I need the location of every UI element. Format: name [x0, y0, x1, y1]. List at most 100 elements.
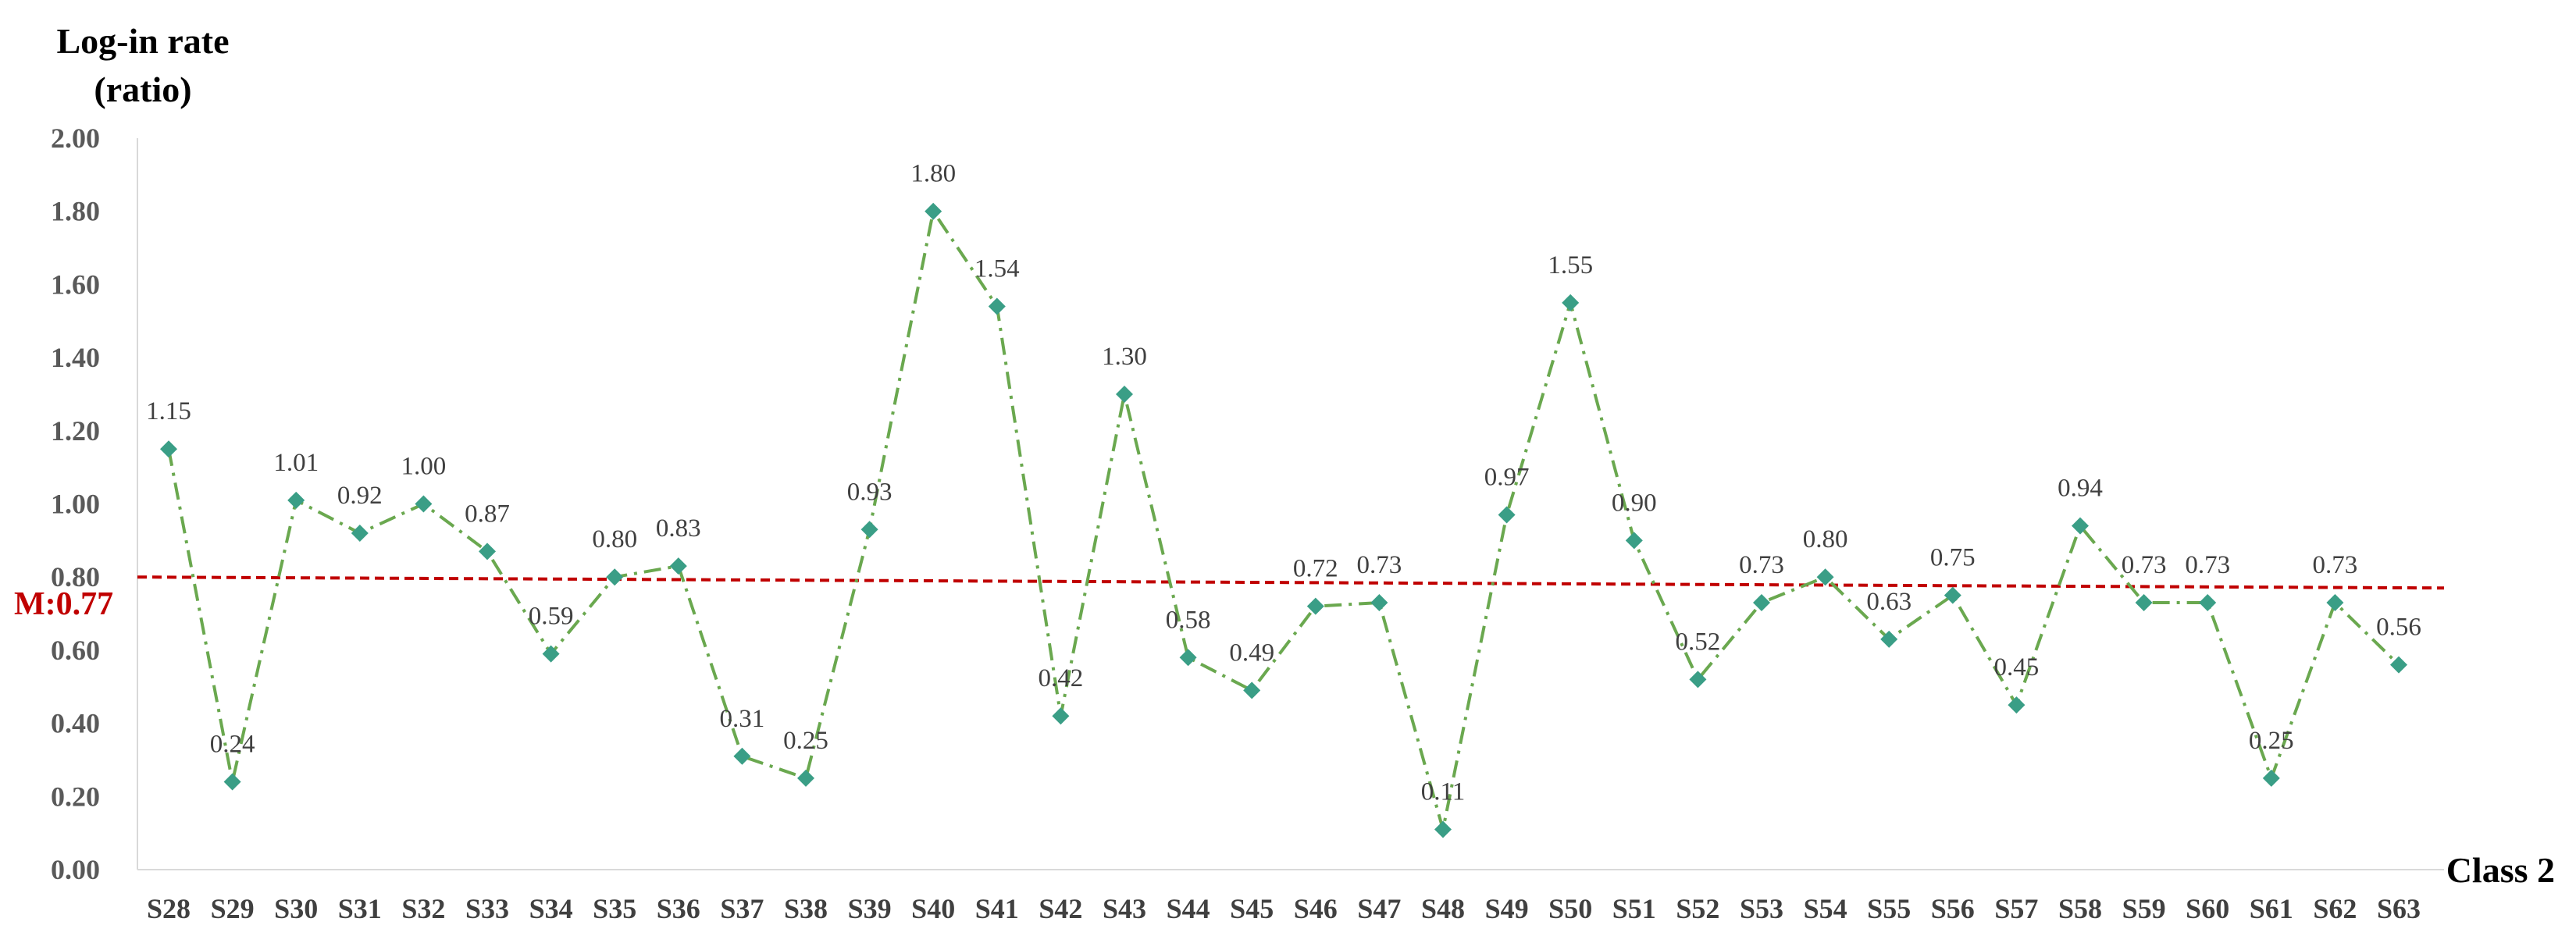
- x-tick-label: S43: [1103, 893, 1146, 924]
- y-tick-label: 1.00: [51, 489, 100, 520]
- data-point-marker: [2326, 593, 2344, 611]
- data-label: 1.55: [1548, 251, 1593, 279]
- data-label: 0.97: [1484, 464, 1530, 492]
- x-tick-label: S51: [1612, 893, 1656, 924]
- data-point-marker: [1306, 597, 1324, 615]
- x-tick-label: S58: [2058, 893, 2102, 924]
- y-tick-label: 0.00: [51, 854, 100, 885]
- x-tick-label: S62: [2313, 893, 2357, 924]
- x-tick-label: S55: [1867, 893, 1911, 924]
- data-label: 1.30: [1102, 343, 1147, 371]
- data-label: 0.92: [337, 482, 383, 510]
- x-tick-label: S41: [975, 893, 1019, 924]
- x-tick-label: S32: [401, 893, 445, 924]
- data-point-marker: [1370, 593, 1388, 611]
- data-point-marker: [988, 297, 1006, 315]
- data-label: 1.01: [273, 449, 319, 477]
- y-axis: 0.00 0.20 0.40 0.60 0.80 1.00 1.20 1.40 1.60 1.80…: [51, 123, 138, 885]
- data-label: 0.52: [1676, 628, 1721, 656]
- data-point-marker: [1944, 586, 1961, 604]
- x-tick-label: S38: [784, 893, 828, 924]
- y-tick-label: 1.40: [51, 342, 100, 373]
- data-label: 0.49: [1229, 639, 1274, 667]
- data-label: 0.45: [1994, 653, 2040, 681]
- y-tick-label: 1.60: [51, 269, 100, 300]
- data-point-marker: [542, 645, 560, 663]
- x-tick-label: S63: [2377, 893, 2421, 924]
- data-label: 0.87: [465, 500, 510, 528]
- x-tick-label: S30: [274, 893, 318, 924]
- x-tick-label: S31: [338, 893, 382, 924]
- data-label: 1.54: [974, 255, 1020, 283]
- data-point-marker: [1816, 568, 1834, 586]
- data-label: 0.31: [720, 705, 765, 733]
- data-point-marker: [160, 440, 177, 458]
- data-point-marker: [2199, 593, 2217, 611]
- data-point-marker: [223, 773, 241, 791]
- data-point-marker: [2390, 656, 2407, 674]
- y-tick-label: 0.20: [51, 781, 100, 812]
- data-point-marker: [479, 543, 496, 560]
- data-label: 0.25: [783, 727, 828, 755]
- x-tick-label: S36: [657, 893, 700, 924]
- x-tick-label: S39: [848, 893, 892, 924]
- data-point-marker: [925, 202, 942, 220]
- x-tick-label: S37: [720, 893, 764, 924]
- data-point-marker: [1880, 630, 1898, 648]
- data-label: 0.25: [2249, 727, 2294, 755]
- x-tick-label: S53: [1740, 893, 1783, 924]
- x-tick-label: S59: [2122, 893, 2166, 924]
- data-point-marker: [669, 557, 687, 575]
- data-point-marker: [287, 491, 305, 509]
- x-tick-label: S34: [529, 893, 573, 924]
- x-tick-label: S29: [211, 893, 255, 924]
- data-point-marker: [606, 568, 624, 586]
- x-tick-label: S49: [1485, 893, 1529, 924]
- mean-label: M:0.77: [14, 586, 113, 622]
- y-tick-label: 0.80: [51, 561, 100, 592]
- mean-line: [137, 575, 2445, 590]
- data-label: 0.24: [210, 731, 255, 759]
- x-tick-label: S35: [593, 893, 636, 924]
- x-axis-title: Class 2: [2446, 850, 2555, 890]
- data-label: 0.73: [2185, 551, 2230, 579]
- data-point-marker: [2135, 593, 2153, 611]
- data-label: 0.73: [1739, 551, 1784, 579]
- data-point-marker: [733, 747, 751, 765]
- y-tick-label: 0.60: [51, 635, 100, 666]
- data-point-marker: [1434, 820, 1452, 838]
- data-label: 0.59: [529, 603, 574, 631]
- data-label: 0.73: [2122, 551, 2167, 579]
- x-tick-label: S52: [1676, 893, 1719, 924]
- data-label: 0.80: [592, 525, 637, 553]
- x-tick-label: S45: [1230, 893, 1274, 924]
- data-point-marker: [1116, 385, 1133, 403]
- x-tick-label: S60: [2186, 893, 2229, 924]
- x-tick-label: S50: [1548, 893, 1592, 924]
- data-point-marker: [2008, 696, 2026, 714]
- x-tick-label: S42: [1039, 893, 1082, 924]
- series-line: [167, 209, 2400, 831]
- x-tick-label: S47: [1357, 893, 1401, 924]
- x-tick-label: S48: [1421, 893, 1465, 924]
- y-axis-title-line2: (ratio): [94, 69, 191, 109]
- data-point-marker: [2072, 517, 2089, 535]
- data-label: 0.58: [1166, 606, 1211, 634]
- x-tick-label: S33: [465, 893, 509, 924]
- data-label: 0.11: [1421, 778, 1466, 806]
- data-point-marker: [415, 495, 433, 513]
- x-tick-label: S46: [1294, 893, 1338, 924]
- data-label: 0.72: [1293, 555, 1338, 583]
- y-tick-label: 0.40: [51, 708, 100, 739]
- series-login-rate: 1.15 0.24 1.01 0.92 1.00 0.87 0.59 0.80 0.83 0.31…: [146, 160, 2421, 838]
- data-point-marker: [1498, 506, 1516, 524]
- x-tick-label: S40: [911, 893, 955, 924]
- data-label: 0.42: [1039, 664, 1084, 692]
- data-label: 1.15: [146, 397, 191, 425]
- x-axis: S28 S29 S30 S31 S32 S33 S34 S35 S36 S37 S38 S39 S40 S…: [137, 869, 2444, 924]
- data-point-marker: [351, 524, 369, 542]
- data-point-marker: [1689, 671, 1707, 689]
- y-axis-title-line1: Log-in rate: [56, 21, 229, 61]
- x-tick-label: S54: [1804, 893, 1847, 924]
